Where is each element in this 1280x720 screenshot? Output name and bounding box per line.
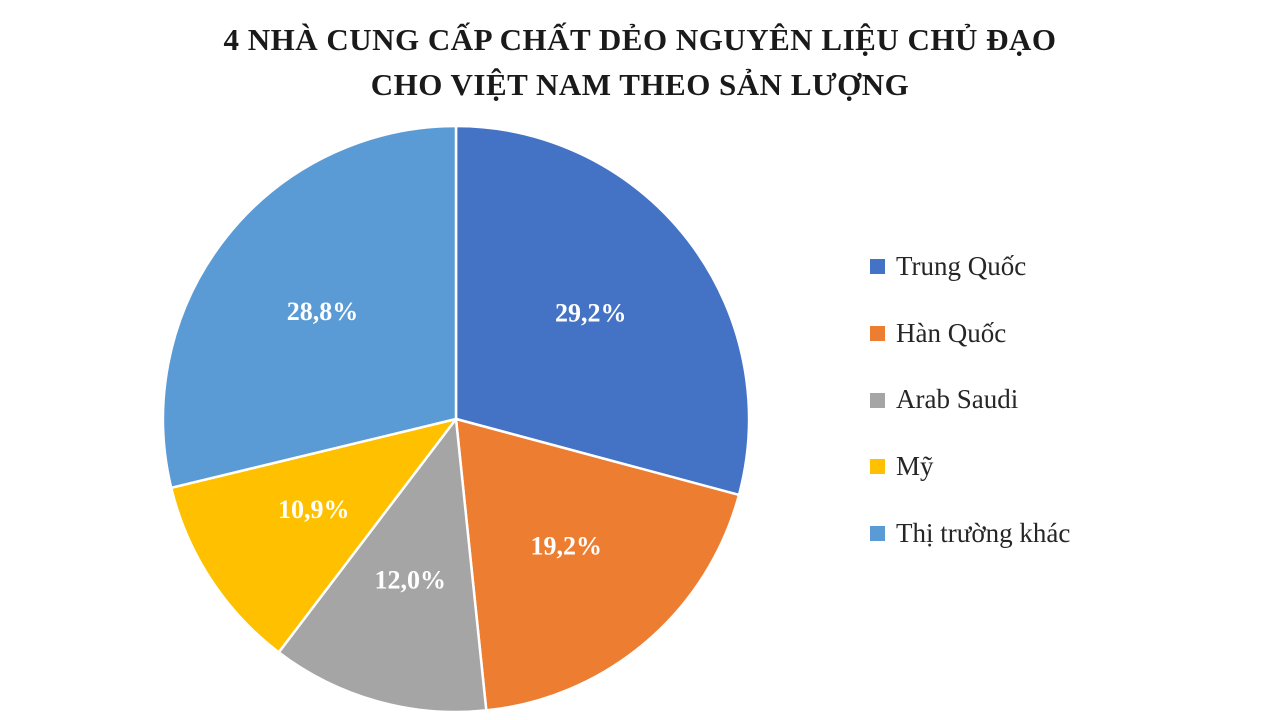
slice-data-label-4: 28,8% (287, 297, 359, 326)
legend-item-0: Trung Quốc (870, 251, 1070, 282)
pie-slice-0 (454, 124, 751, 497)
slice-data-label-0: 29,2% (555, 299, 627, 328)
legend-label: Hàn Quốc (896, 317, 1007, 348)
legend-label: Trung Quốc (896, 251, 1027, 281)
legend-label: Arab Saudi (896, 384, 1019, 415)
pie-chart: 29,2% 19,2% 12,0% 10,9% 28,8% (161, 124, 751, 714)
chart-title: 4 NHÀ CUNG CẤP CHẤT DẺO NGUYÊN LIỆU CHỦ … (223, 22, 1057, 102)
legend-item-1: Hàn Quốc (870, 317, 1070, 349)
pie-slice-4 (161, 124, 458, 490)
legend-item-3: Mỹ (870, 451, 1070, 482)
legend-swatch-icon (870, 326, 885, 342)
slice-data-label-3: 10,9% (278, 495, 350, 524)
legend-label: Thị trường khác (896, 517, 1071, 548)
legend-swatch-icon (870, 459, 885, 475)
pie-slice-3 (169, 417, 458, 654)
legend-swatch-icon (870, 392, 885, 408)
legend: Trung Quốc Hàn Quốc Arab Saudi Mỹ Thị trường… (870, 251, 1071, 549)
pie-slices-group: 29,2% 19,2% 12,0% 10,9% 28,8% (161, 124, 751, 714)
pie-slice-1 (454, 417, 741, 712)
legend-item-4: Thị trường khác (870, 517, 1071, 549)
slice-data-label-2: 12,0% (374, 566, 446, 595)
legend-item-2: Arab Saudi (870, 385, 1070, 415)
slice-data-label-1: 19,2% (531, 531, 603, 560)
pie-slice-2 (277, 417, 488, 714)
legend-label: Mỹ (896, 451, 934, 482)
legend-swatch-icon (870, 259, 885, 275)
legend-swatch-icon (870, 526, 885, 542)
